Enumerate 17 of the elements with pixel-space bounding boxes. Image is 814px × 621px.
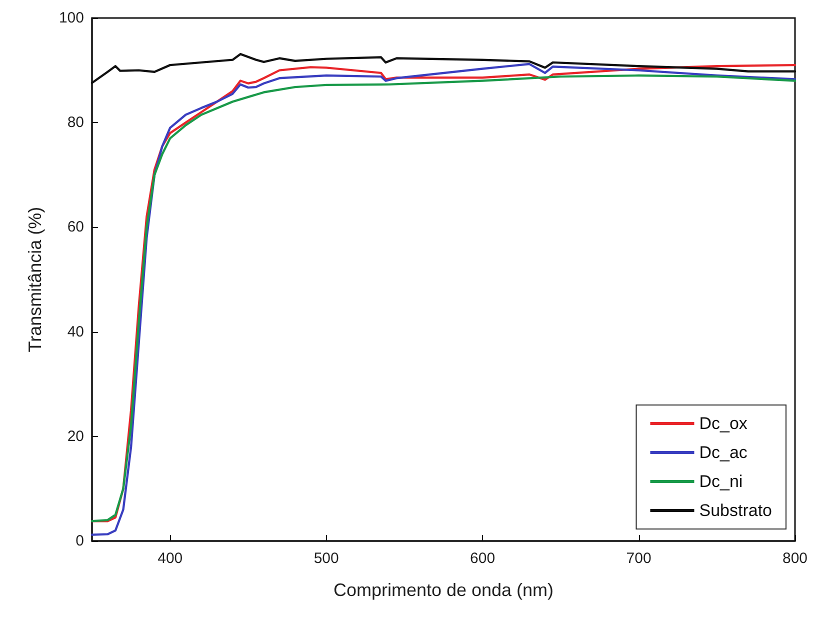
y-tick-label: 20: [67, 428, 84, 445]
y-tick-label: 40: [67, 323, 84, 340]
y-tick-label: 60: [67, 218, 84, 236]
y-tick-label: 80: [67, 114, 84, 132]
legend-label: Dc_ac: [699, 443, 748, 462]
legend-label: Dc_ni: [699, 472, 743, 491]
y-tick-label: 0: [76, 532, 84, 550]
x-tick-label: 400: [158, 550, 183, 567]
x-tick-label: 500: [314, 550, 339, 567]
x-tick-label: 800: [782, 550, 808, 567]
x-tick-label: 600: [470, 550, 496, 567]
legend-label: Dc_ox: [699, 414, 748, 433]
y-axis-title: Transmitância (%): [25, 206, 45, 352]
x-tick-label: 700: [626, 550, 652, 567]
legend-label: Substrato: [699, 501, 772, 520]
y-tick-label: 100: [58, 10, 84, 26]
x-axis-title: Comprimento de onda (nm): [333, 580, 554, 600]
